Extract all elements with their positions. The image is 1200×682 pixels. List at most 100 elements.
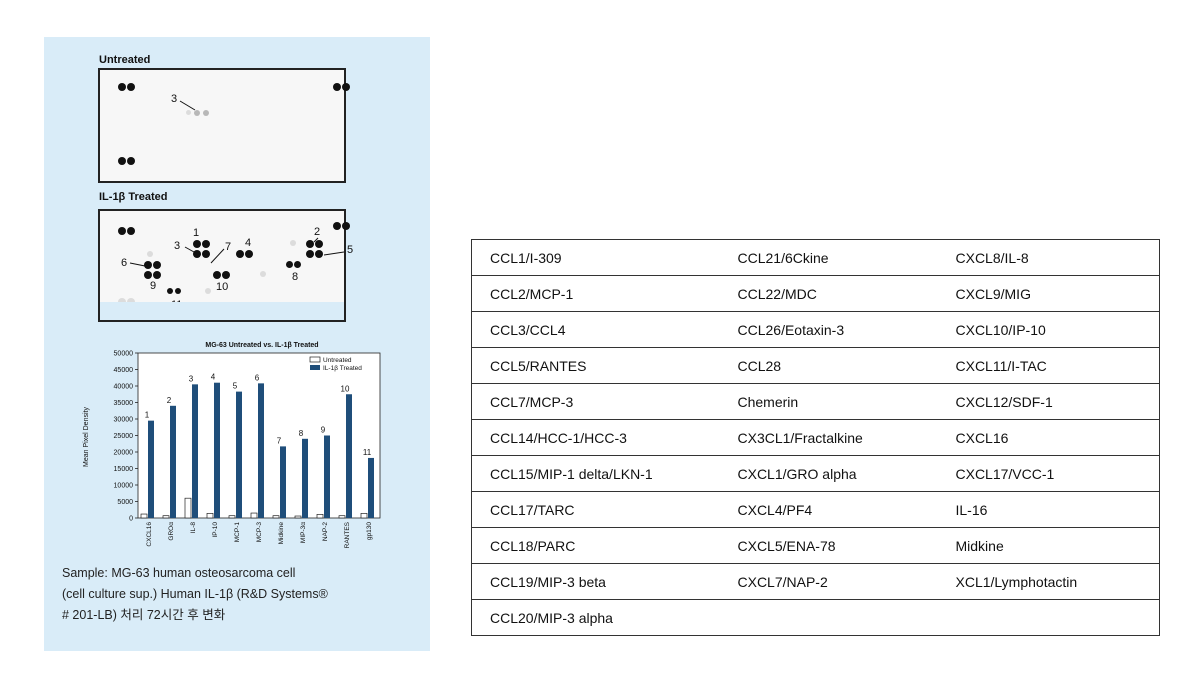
figure-caption: Sample: MG-63 human osteosarcoma cell (c… [62, 563, 362, 626]
y-tick-label: 25000 [114, 433, 134, 440]
table-row: CCL15/MIP-1 delta/LKN-1 CXCL1/GRO alpha CX… [471, 455, 1160, 492]
y-tick-label: 50000 [114, 351, 134, 358]
bar-number-label: 11 [363, 448, 372, 457]
table-cell: CXCL5/ENA-78 [719, 527, 938, 564]
table-cell: CXCL7/NAP-2 [719, 563, 938, 600]
treated-callout-4: 4 [245, 237, 252, 249]
table-cell: CCL17/TARC [471, 491, 720, 528]
table-cell: CCL26/Eotaxin-3 [719, 311, 938, 348]
treated-callout-3: 3 [174, 240, 181, 252]
table-cell: CXCL8/IL-8 [937, 239, 1160, 276]
treated-callout-10: 10 [216, 281, 229, 293]
chemokine-table: CCL1/I-309 CCL21/6Ckine CXCL8/IL-8 CCL2/MCP… [471, 239, 1160, 636]
table-cell [719, 599, 938, 636]
x-tick-label: GROα [168, 522, 175, 541]
x-tick-label: Midkine [278, 522, 285, 545]
caption-line: # 201-LB) 처리 72시간 후 변화 [62, 608, 226, 622]
legend-label: IL-1β Treated [323, 365, 362, 372]
table-cell: CCL20/MIP-3 alpha [471, 599, 720, 636]
legend-swatch-treated [310, 365, 320, 370]
table-row: CCL5/RANTES CCL28 CXCL11/I-TAC [471, 347, 1160, 384]
y-tick-label: 15000 [114, 466, 134, 473]
table-row: CCL2/MCP-1 CCL22/MDC CXCL9/MIG [471, 275, 1160, 312]
table-cell [937, 599, 1160, 636]
table-cell: CCL1/I-309 [471, 239, 720, 276]
table-cell: CXCL9/MIG [937, 275, 1160, 312]
bar-treated [148, 420, 154, 518]
table-cell: CCL7/MCP-3 [471, 383, 720, 420]
chart-y-axis-label: Mean Pixel Density [83, 407, 90, 467]
table-cell: CXCL1/GRO alpha [719, 455, 938, 492]
bar-number-label: 2 [167, 396, 172, 405]
table-cell: CCL15/MIP-1 delta/LKN-1 [471, 455, 720, 492]
bar-number-label: 4 [211, 373, 216, 382]
bar-treated [258, 383, 264, 518]
bar-treated [324, 435, 330, 518]
bar-untreated [140, 513, 148, 519]
bar-treated [368, 457, 374, 518]
y-tick-label: 20000 [114, 450, 134, 457]
bar-treated [280, 446, 286, 518]
bar-number-label: 6 [255, 373, 260, 382]
bar-untreated [338, 515, 346, 519]
y-tick-label: 5000 [117, 499, 133, 506]
treated-callout-9: 9 [150, 280, 157, 292]
y-tick-label: 40000 [114, 384, 134, 391]
treated-callout-2: 2 [314, 226, 321, 238]
x-tick-label: RANTES [344, 521, 351, 548]
y-tick-label: 45000 [114, 367, 134, 374]
untreated-callout: 3 [171, 93, 178, 105]
table-cell: CX3CL1/Fractalkine [719, 419, 938, 456]
y-tick-label: 10000 [114, 483, 134, 490]
table-cell: CXCL11/I-TAC [937, 347, 1160, 384]
treated-callout-8: 8 [292, 271, 299, 283]
table-cell: CCL22/MDC [719, 275, 938, 312]
table-row: CCL20/MIP-3 alpha [471, 599, 1160, 636]
table-row: CCL19/MIP-3 beta CXCL7/NAP-2 XCL1/Lymphota… [471, 563, 1160, 600]
bar-untreated [250, 512, 258, 519]
bar-untreated [162, 515, 170, 519]
table-cell: CCL5/RANTES [471, 347, 720, 384]
treated-callout-5: 5 [347, 244, 354, 256]
bar-number-label: 9 [321, 426, 326, 435]
table-cell: CCL19/MIP-3 beta [471, 563, 720, 600]
bar-chart: MG-63 Untreated vs. IL-1β Treated Mean P… [83, 342, 381, 548]
untreated-blot-image: 3 [98, 68, 350, 183]
table-cell: Chemerin [719, 383, 938, 420]
bar-treated [214, 382, 220, 518]
untreated-title: Untreated [99, 54, 151, 66]
table-cell: CXCL17/VCC-1 [937, 455, 1160, 492]
treated-callout-7: 7 [225, 241, 232, 253]
bar-number-label: 5 [233, 382, 238, 391]
table-cell: CCL28 [719, 347, 938, 384]
table-row: CCL3/CCL4 CCL26/Eotaxin-3 CXCL10/IP-10 [471, 311, 1160, 348]
table-cell: XCL1/Lymphotactin [937, 563, 1160, 600]
table-row: CCL7/MCP-3 Chemerin CXCL12/SDF-1 [471, 383, 1160, 420]
bar-untreated [228, 515, 236, 519]
bar-untreated [272, 515, 280, 519]
bar-untreated [294, 515, 302, 519]
table-cell: CXCL12/SDF-1 [937, 383, 1160, 420]
y-tick-label: 35000 [114, 400, 134, 407]
y-tick-label: 30000 [114, 417, 134, 424]
bar-treated [170, 405, 176, 518]
bar-untreated [206, 513, 214, 519]
table-cell: CXCL10/IP-10 [937, 311, 1160, 348]
treated-callout-1: 1 [193, 227, 200, 239]
treated-blot-image: 1 2 3 4 5 6 7 8 9 10 11 [98, 209, 353, 322]
chart-title: MG-63 Untreated vs. IL-1β Treated [205, 342, 318, 349]
table-cell: CCL14/HCC-1/HCC-3 [471, 419, 720, 456]
x-tick-label: NAP-2 [322, 522, 329, 542]
x-tick-label: CXCL16 [146, 522, 153, 547]
bar-number-label: 1 [145, 411, 150, 420]
x-tick-label: MCP-1 [234, 522, 241, 543]
table-row: CCL17/TARC CXCL4/PF4 IL-16 [471, 491, 1160, 528]
table-cell: Midkine [937, 527, 1160, 564]
bar-treated [236, 391, 242, 518]
bar-number-label: 8 [299, 429, 304, 438]
table-row: CCL18/PARC CXCL5/ENA-78 Midkine [471, 527, 1160, 564]
table-cell: CCL3/CCL4 [471, 311, 720, 348]
table-cell: IL-16 [937, 491, 1160, 528]
bar-untreated [360, 513, 368, 519]
x-tick-label: IL-8 [190, 522, 197, 534]
